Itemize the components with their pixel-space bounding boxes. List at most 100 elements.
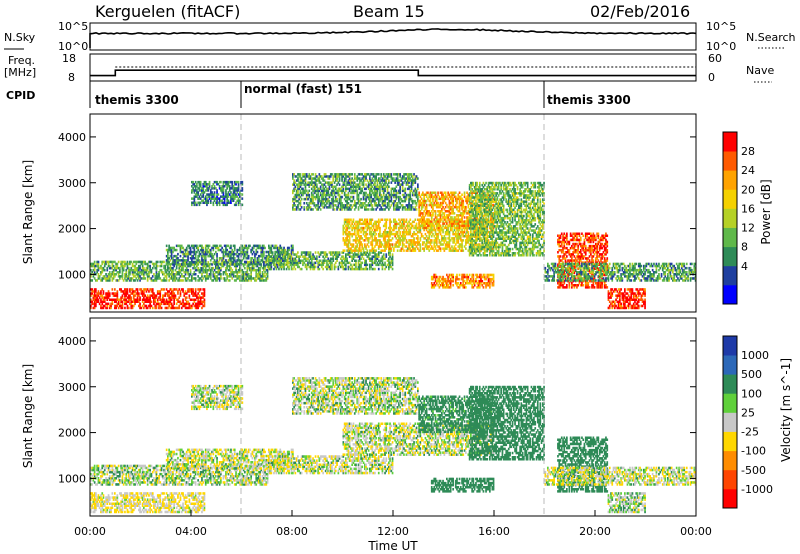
- power-cell: [112, 277, 115, 280]
- power-cell: [263, 261, 265, 264]
- power-cell: [93, 277, 96, 280]
- power-cell: [98, 277, 101, 280]
- power-cell: [203, 264, 206, 268]
- power-cell: [264, 246, 266, 250]
- power-cell: [164, 302, 167, 306]
- power-cell: [172, 277, 174, 280]
- power-cell: [121, 302, 124, 306]
- power-cell: [132, 279, 135, 282]
- power-cell: [207, 275, 210, 278]
- power-cell: [93, 266, 96, 270]
- power-cell: [177, 292, 179, 295]
- power-cell: [144, 288, 146, 291]
- power-cell: [367, 245, 370, 248]
- power-cell: [225, 268, 227, 272]
- power-cell: [126, 288, 129, 291]
- power-cell: [167, 300, 169, 303]
- power-cell: [259, 266, 261, 270]
- power-cell: [173, 277, 175, 280]
- power-cell: [149, 277, 151, 280]
- power-cell: [409, 218, 412, 221]
- power-cell: [218, 271, 221, 274]
- power-cell: [136, 298, 139, 301]
- power-cell: [242, 264, 245, 268]
- power-cell: [153, 279, 155, 282]
- power-cell: [174, 296, 177, 299]
- power-cell: [163, 294, 165, 297]
- power-cell: [178, 264, 181, 268]
- power-cell: [220, 268, 222, 272]
- power-cell: [145, 273, 148, 276]
- power-cell: [197, 292, 199, 295]
- power-cell: [163, 260, 165, 264]
- power-cell: [124, 290, 126, 293]
- power-cell: [249, 244, 251, 248]
- power-cell: [131, 262, 134, 266]
- power-cell: [204, 266, 207, 270]
- power-cell: [371, 218, 374, 221]
- power-cell: [110, 275, 112, 278]
- power-cell: [189, 290, 192, 293]
- power-cell: [143, 306, 145, 310]
- power-cell: [130, 298, 133, 301]
- power-cell: [132, 271, 135, 274]
- power-cell: [415, 208, 418, 211]
- power-cell: [131, 273, 134, 276]
- power-cell: [165, 302, 168, 306]
- power-cell: [98, 302, 101, 306]
- power-cell: [199, 288, 202, 291]
- power-cell: [101, 294, 104, 297]
- power-cell: [136, 279, 139, 282]
- power-cell: [185, 262, 188, 266]
- power-cell: [192, 266, 194, 270]
- power-cell: [97, 260, 100, 264]
- power-cell: [187, 306, 189, 310]
- power-cell: [156, 260, 159, 264]
- power-cell: [91, 288, 93, 291]
- power-cell: [182, 279, 184, 282]
- power-cell: [149, 268, 151, 272]
- power-cell: [355, 259, 357, 262]
- power-cell: [91, 279, 93, 282]
- power-cell: [254, 262, 256, 266]
- power-cell: [218, 266, 221, 270]
- power-cell: [132, 300, 135, 303]
- power-cell: [184, 306, 187, 310]
- power-cell: [169, 306, 172, 310]
- power-cell: [105, 273, 107, 276]
- power-cell: [308, 189, 311, 193]
- power-cell: [164, 306, 167, 310]
- power-cell: [135, 268, 138, 272]
- power-cell: [188, 294, 191, 297]
- power-cell: [191, 306, 193, 310]
- power-cell: [116, 294, 119, 297]
- power-cell: [172, 271, 174, 274]
- power-cell: [167, 266, 169, 270]
- power-cell: [204, 262, 207, 266]
- power-cell: [183, 294, 186, 297]
- power-cell: [90, 264, 92, 268]
- power-cell: [105, 277, 107, 280]
- power-cell: [264, 266, 266, 270]
- power-cell: [165, 248, 168, 252]
- power-cell: [209, 277, 212, 280]
- power-cell: [366, 263, 369, 267]
- power-cell: [346, 257, 348, 260]
- power-cell: [242, 275, 245, 278]
- power-cell: [173, 296, 175, 299]
- power-cell: [430, 239, 433, 242]
- power-cell: [215, 264, 217, 268]
- power-cell: [149, 266, 151, 270]
- power-cell: [144, 304, 146, 308]
- power-cell: [164, 294, 167, 297]
- power-cell: [235, 266, 237, 270]
- power-cell: [187, 268, 189, 272]
- power-cell: [249, 275, 251, 278]
- power-cell: [209, 262, 212, 266]
- power-cell: [117, 275, 120, 278]
- power-cell: [246, 273, 249, 276]
- power-cell: [179, 271, 182, 274]
- power-cell: [254, 279, 256, 282]
- power-cell: [177, 273, 179, 276]
- power-cell: [244, 260, 246, 264]
